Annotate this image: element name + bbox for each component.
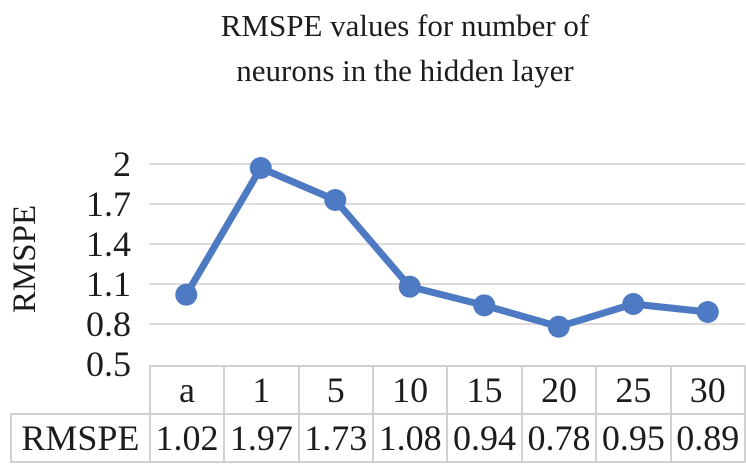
category-header-cell: 20 — [520, 365, 598, 415]
category-header-cell: 15 — [446, 365, 523, 415]
value-cell: 0.89 — [669, 413, 746, 463]
data-point-marker — [249, 157, 272, 179]
y-tick-label: 1.7 — [86, 184, 131, 224]
data-point-marker — [696, 301, 719, 323]
chart-title-line-1: RMSPE values for number of — [220, 8, 590, 43]
y-tick-label: 2 — [113, 144, 131, 184]
value-cell: 1.97 — [223, 413, 300, 463]
category-header-cell: 1 — [223, 365, 300, 415]
chart-title: RMSPE values for number of neurons in th… — [95, 3, 715, 93]
data-point-marker — [175, 283, 198, 306]
value-cell: 1.02 — [148, 413, 226, 463]
y-tick-label: 0.8 — [86, 304, 131, 344]
value-cell: 0.94 — [446, 413, 523, 463]
corner-blank-cell — [11, 366, 150, 414]
value-cell: 0.95 — [595, 413, 672, 463]
y-tick-label: 1.4 — [86, 224, 131, 264]
data-point-marker — [398, 275, 421, 298]
data-point-marker — [473, 294, 496, 317]
data-point-marker — [324, 189, 347, 211]
category-header-cell: 30 — [669, 365, 746, 415]
category-header-cell: 10 — [371, 365, 449, 415]
chart-title-line-2: neurons in the hidden layer — [236, 53, 574, 88]
data-table: a 1 5 10 15 20 25 30 RMSPE 1.02 1.97 1.73 1.08 0.94 0.… — [10, 365, 746, 463]
y-tick-label: 0.5 — [86, 344, 131, 384]
data-point-marker — [622, 293, 645, 315]
data-point-marker — [547, 315, 570, 338]
value-cell: 1.73 — [297, 413, 374, 463]
value-cell: 1.08 — [371, 413, 449, 463]
value-cell: 0.78 — [520, 413, 598, 463]
series-name-cell: RMSPE — [10, 413, 151, 463]
category-header-cell: a — [148, 365, 226, 415]
rmspe-series-line — [182, 164, 712, 331]
category-header-cell: 5 — [297, 365, 374, 415]
category-header-cell: 25 — [595, 365, 672, 415]
y-tick-label: 1.1 — [86, 264, 131, 304]
